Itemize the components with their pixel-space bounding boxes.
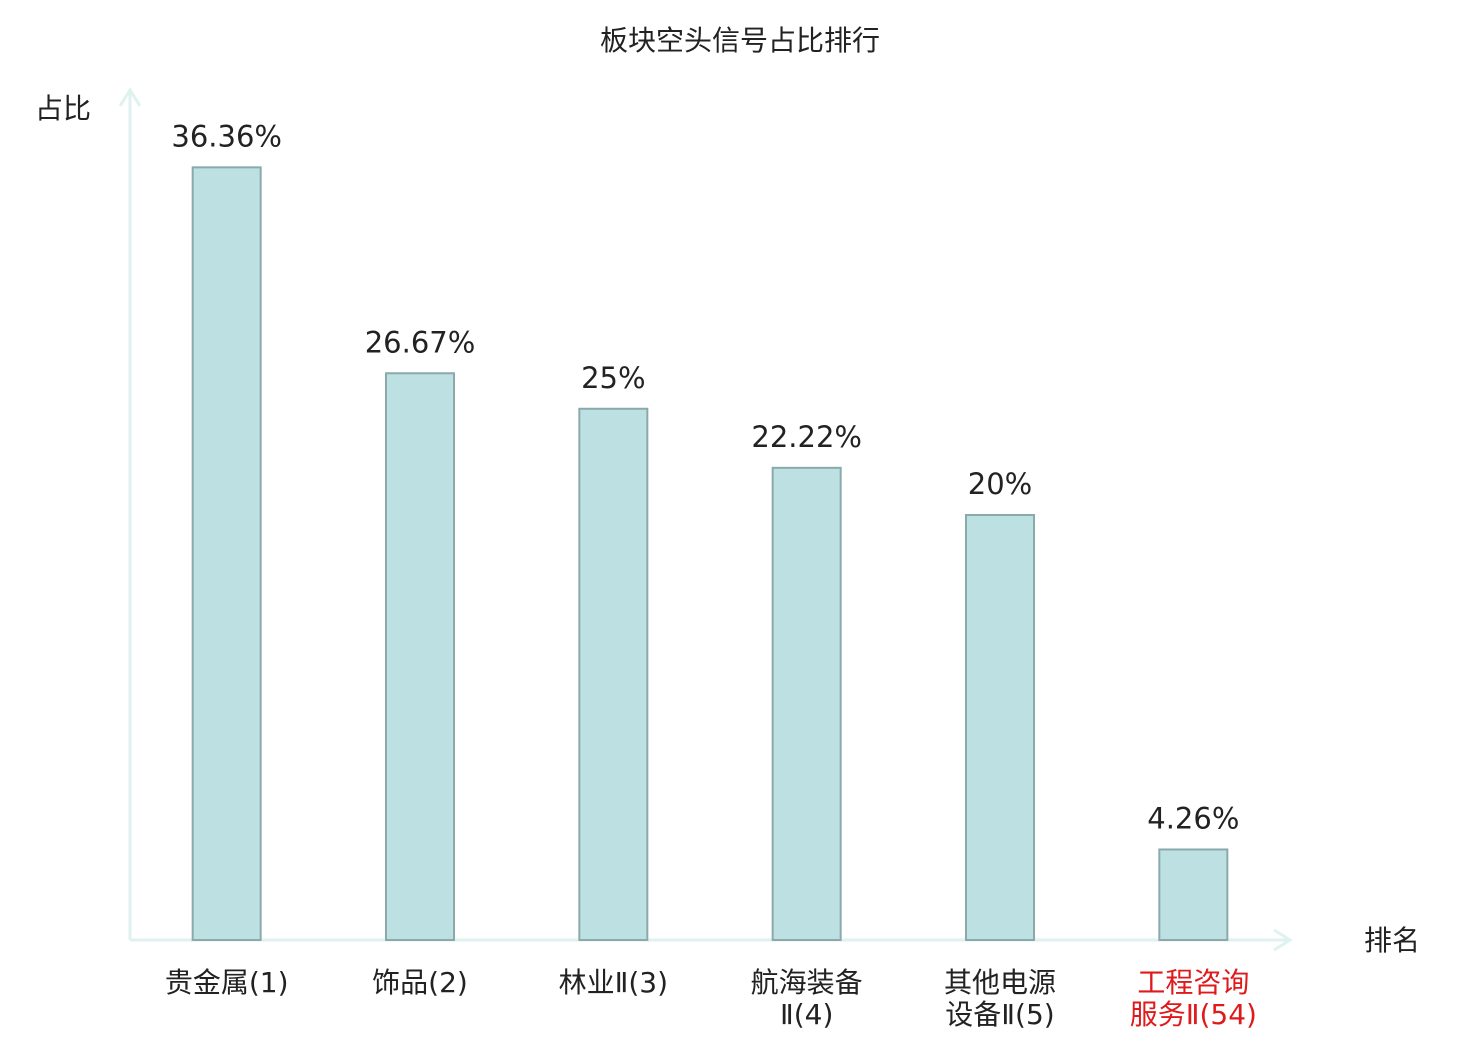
- x-tick-label: 贵金属(1): [165, 966, 289, 999]
- bar: [771, 466, 842, 941]
- y-axis-arrow: [118, 87, 142, 107]
- x-axis-arrow: [1273, 928, 1293, 952]
- x-tick-label: 林业Ⅱ(3): [559, 966, 668, 999]
- value-label: 22.22%: [751, 420, 862, 454]
- value-label: 36.36%: [171, 119, 282, 153]
- x-axis-label: 排名: [1364, 924, 1420, 957]
- value-label: 4.26%: [1147, 801, 1239, 835]
- bar: [191, 166, 262, 942]
- x-tick-label: 工程咨询服务Ⅱ(54): [1130, 966, 1257, 1031]
- bar: [385, 372, 455, 941]
- bar: [1158, 848, 1229, 941]
- x-tick-label: 其他电源设备Ⅱ(5): [944, 966, 1056, 1031]
- y-axis-label: 占比: [35, 92, 91, 125]
- x-tick-label: 饰品(2): [372, 966, 468, 999]
- x-tick-label: 航海装备 Ⅱ(4): [751, 966, 863, 1031]
- value-label: 20%: [968, 467, 1032, 501]
- bar: [578, 407, 649, 941]
- value-label: 26.67%: [365, 325, 476, 359]
- chart-title: 板块空头信号占比排行: [600, 24, 880, 57]
- value-label: 25%: [581, 361, 645, 395]
- bar: [965, 514, 1035, 941]
